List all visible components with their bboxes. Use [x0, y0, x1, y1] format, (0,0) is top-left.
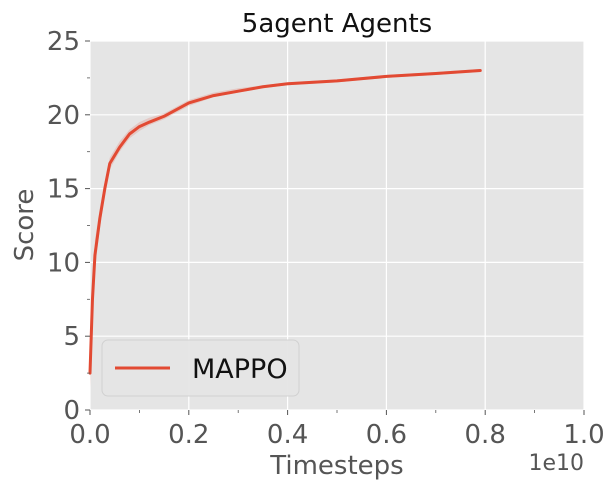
chart-title: 5agent Agents: [242, 9, 432, 39]
series-line-mappo: [88, 69, 482, 375]
x-axis-offset-label: 1e10: [528, 451, 584, 476]
legend-label-mappo: MAPPO: [192, 354, 288, 385]
x-axis-title: Timesteps: [269, 451, 403, 481]
y-tick-label: 20: [47, 101, 80, 131]
x-tick-label: 0.6: [366, 420, 407, 450]
legend: MAPPO: [101, 339, 300, 397]
x-tick-label: 0.0: [69, 420, 110, 450]
legend-box: [101, 339, 300, 397]
y-tick-label: 10: [47, 248, 80, 278]
x-tick-label: 0.8: [465, 420, 506, 450]
x-tick-label: 1.0: [563, 420, 604, 450]
x-tick-label: 0.4: [267, 420, 308, 450]
y-axis-title: Score: [10, 189, 40, 262]
y-tick-label: 5: [63, 322, 80, 352]
axis-ticks: 0.0 0.2 0.4 0.6 0.8 1.0 0 5 10 15 20 25: [47, 27, 605, 450]
grid-lines: [89, 40, 585, 411]
y-tick-label: 0: [63, 396, 80, 426]
y-tick-label: 15: [47, 175, 80, 205]
y-tick-label: 25: [47, 27, 80, 57]
x-tick-label: 0.2: [168, 420, 209, 450]
